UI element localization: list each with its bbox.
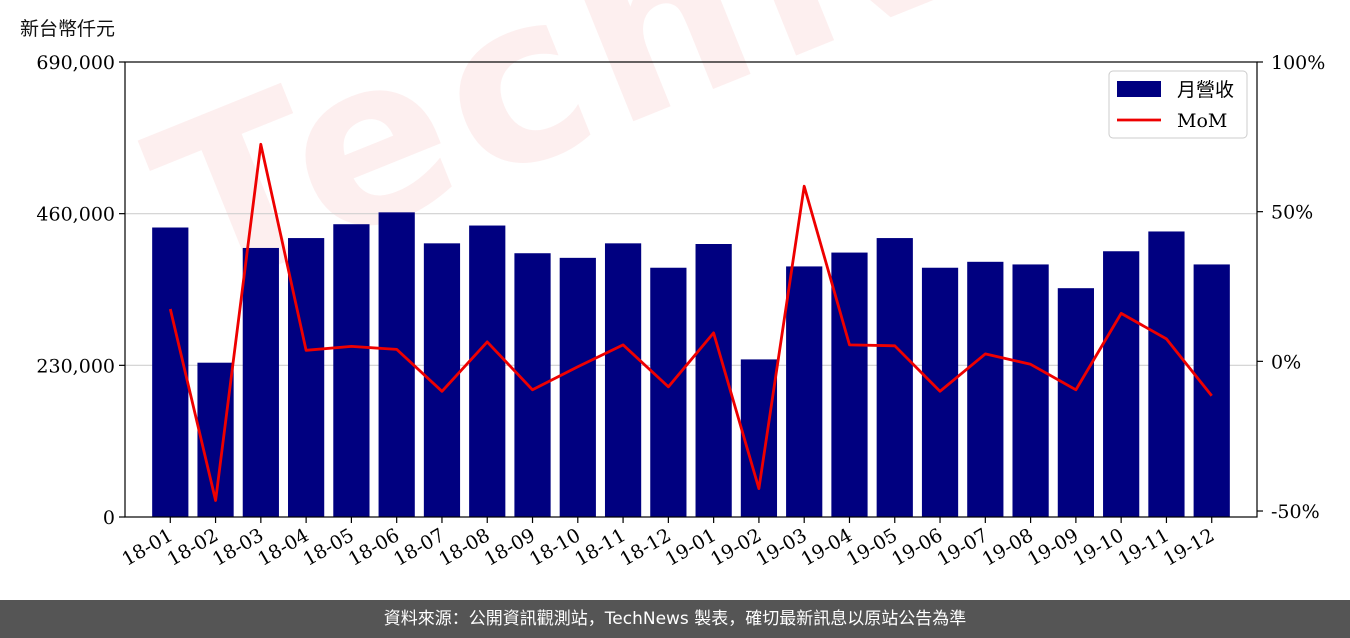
x-tick-label: 18-06: [345, 524, 403, 570]
bar-18-08: [469, 225, 506, 517]
source-footer: 資料來源：公開資訊觀測站，TechNews 製表，確切最新訊息以原站公告為準: [0, 600, 1350, 638]
bar-18-12: [650, 267, 687, 517]
bar-18-03: [242, 247, 279, 517]
x-tick-label: 19-05: [843, 524, 901, 570]
bar-18-05: [333, 224, 370, 517]
bar-19-02: [740, 359, 778, 517]
x-tick-label: 18-07: [390, 524, 448, 570]
bar-18-11: [604, 243, 642, 517]
x-tick-label: 18-12: [616, 524, 674, 570]
x-tick-label: 19-03: [752, 524, 810, 570]
x-tick-label: 18-01: [118, 524, 176, 570]
x-tick-label: 19-09: [1024, 524, 1082, 570]
x-tick-label: 18-04: [254, 524, 312, 570]
x-tick-label: 19-06: [888, 524, 946, 570]
bar-19-01: [695, 244, 732, 517]
right-tick-label: 100%: [1271, 52, 1325, 74]
x-tick-label: 19-11: [1114, 524, 1172, 570]
legend-swatch-revenue: [1117, 81, 1161, 97]
bar-18-10: [559, 257, 596, 517]
unit-label: 新台幣仟元: [20, 18, 116, 40]
bar-18-06: [378, 212, 415, 517]
x-tick-label: 19-07: [933, 524, 991, 570]
plot-frame: [124, 61, 1258, 518]
bar-19-09: [1057, 288, 1094, 517]
legend-label-mom: MoM: [1177, 110, 1227, 132]
bar-19-03: [786, 266, 823, 517]
x-tick-label: 18-02: [164, 524, 222, 570]
bar-19-08: [1012, 264, 1049, 517]
bar-18-04: [288, 238, 325, 517]
x-tick-label: 19-10: [1069, 524, 1127, 570]
x-tick-label: 18-08: [435, 524, 493, 570]
bar-19-07: [967, 261, 1004, 517]
x-tick-label: 18-05: [299, 524, 357, 570]
x-tick-label: 18-03: [209, 524, 267, 570]
bar-19-10: [1103, 251, 1140, 518]
bar-18-09: [514, 253, 551, 518]
right-tick-label: 0%: [1271, 351, 1301, 373]
x-tick-label: 18-09: [481, 524, 539, 570]
left-tick-label: 230,000: [36, 355, 115, 377]
x-tick-label: 19-08: [979, 524, 1037, 570]
x-tick-label: 19-01: [662, 524, 720, 570]
bar-19-05: [876, 238, 913, 517]
bar-19-11: [1148, 231, 1185, 517]
right-tick-label: 50%: [1271, 202, 1313, 224]
bar-18-01: [152, 227, 189, 517]
x-tick-label: 19-12: [1160, 524, 1218, 570]
right-tick-label: -50%: [1271, 501, 1320, 523]
mom-line: [168, 142, 1213, 502]
left-tick-label: 0: [103, 507, 115, 529]
x-tick-label: 18-10: [526, 524, 584, 570]
x-tick-label: 18-11: [571, 524, 629, 570]
left-tick-label: 460,000: [36, 204, 115, 226]
x-tick-label: 19-02: [707, 524, 765, 570]
bar-19-12: [1193, 264, 1230, 517]
left-tick-label: 690,000: [36, 52, 115, 74]
legend-label-revenue: 月營收: [1177, 79, 1234, 101]
revenue-chart: 0 230,000 460,000 690,000 -50% 0% 50% 100% 18-01…: [36, 52, 1325, 571]
x-tick-label: 19-04: [798, 524, 856, 570]
bar-19-04: [831, 252, 868, 518]
